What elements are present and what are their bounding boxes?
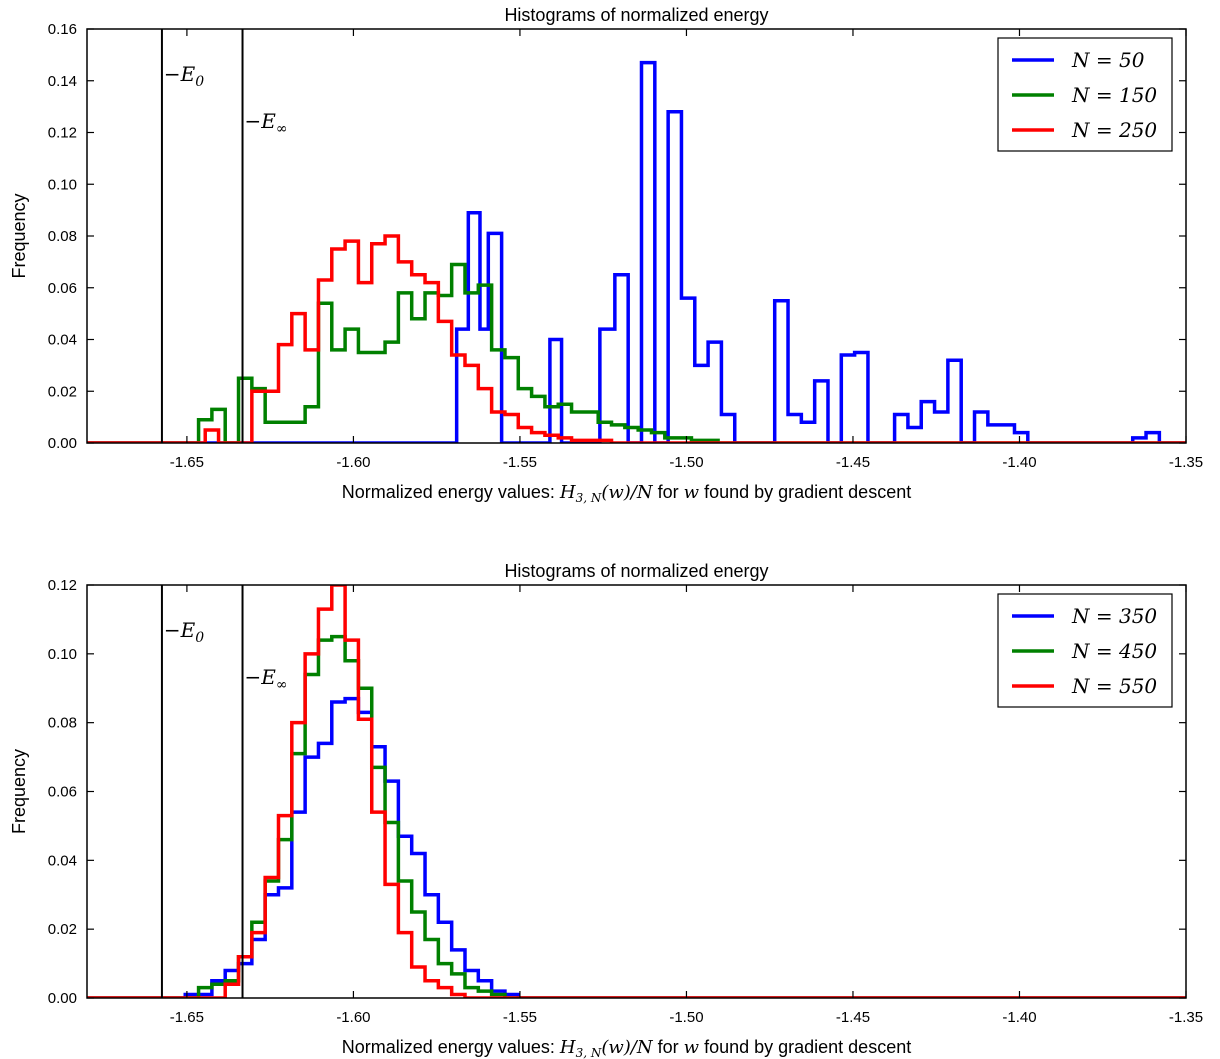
y-tick-label: 0.06 [48,280,77,297]
histogram-series-1 [87,60,1186,443]
x-tick-label: -1.40 [1002,454,1036,471]
x-tick-label: -1.55 [503,1009,537,1026]
y-tick-label: 0.08 [48,228,77,245]
legend-label-2: N = 150 [1071,83,1157,107]
chart-panel-1: −E0 −E∞ -1.65 -1.60 -1.55 -1.50 -1.45 -1.40 -1.3… [9,5,1203,505]
x-tick-label: -1.65 [170,454,204,471]
energy-vline-label-2: −E∞ [245,109,288,137]
y-tick-label: 0.12 [48,125,77,142]
y-tick-label: 0.04 [48,852,77,869]
histogram-series-3 [87,585,1186,998]
x-tick-label: -1.45 [836,1009,870,1026]
x-axis-label: Normalized energy values: H3, N(w)/N for… [342,482,911,505]
y-tick-label: 0.02 [48,921,77,938]
y-tick-label: 0.06 [48,784,77,801]
legend: N = 350 N = 450 N = 550 [997,593,1173,708]
chart-title: Histograms of normalized energy [504,561,768,581]
legend-label-1: N = 50 [1071,48,1145,72]
x-tick-label: -1.40 [1002,1009,1036,1026]
chart-panel-2: −E0 −E∞ -1.65 -1.60 -1.55 -1.50 -1.45 -1.40 -1.3… [9,561,1203,1059]
x-tick-label: -1.60 [336,454,370,471]
y-axis-label: Frequency [9,193,29,278]
y-tick-label: 0.04 [48,332,77,349]
x-axis-label: Normalized energy values: H3, N(w)/N for… [342,1037,911,1059]
y-tick-label: 0.14 [48,73,77,90]
x-tick-label: -1.50 [669,454,703,471]
y-tick-label: 0.10 [48,176,77,193]
legend-label-3: N = 550 [1071,674,1157,698]
x-tick-label: -1.45 [836,454,870,471]
histogram-series-3 [87,234,1186,443]
x-tick-label: -1.60 [336,1009,370,1026]
y-tick-label: 0.12 [48,577,77,594]
x-tick-label: -1.35 [1169,1009,1203,1026]
histogram-series-2 [87,262,1186,443]
y-tick-label: 0.08 [48,715,77,732]
y-axis-label: Frequency [9,749,29,834]
legend-label-3: N = 250 [1071,118,1157,142]
energy-vline-label-1: −E0 [164,618,204,646]
y-tick-label: 0.02 [48,383,77,400]
energy-vline-label-2: −E∞ [245,665,288,693]
x-tick-label: -1.50 [669,1009,703,1026]
legend-label-2: N = 450 [1071,639,1157,663]
x-tick-label: -1.55 [503,454,537,471]
legend-label-1: N = 350 [1071,604,1157,628]
x-tick-label: -1.65 [170,1009,204,1026]
y-tick-label: 0.10 [48,646,77,663]
energy-vline-label-1: −E0 [164,62,204,90]
legend: N = 50 N = 150 N = 250 [997,37,1173,152]
y-tick-label: 0.00 [48,435,77,452]
y-tick-label: 0.00 [48,990,77,1007]
chart-title: Histograms of normalized energy [504,5,768,25]
y-tick-label: 0.16 [48,21,77,38]
x-tick-label: -1.35 [1169,454,1203,471]
